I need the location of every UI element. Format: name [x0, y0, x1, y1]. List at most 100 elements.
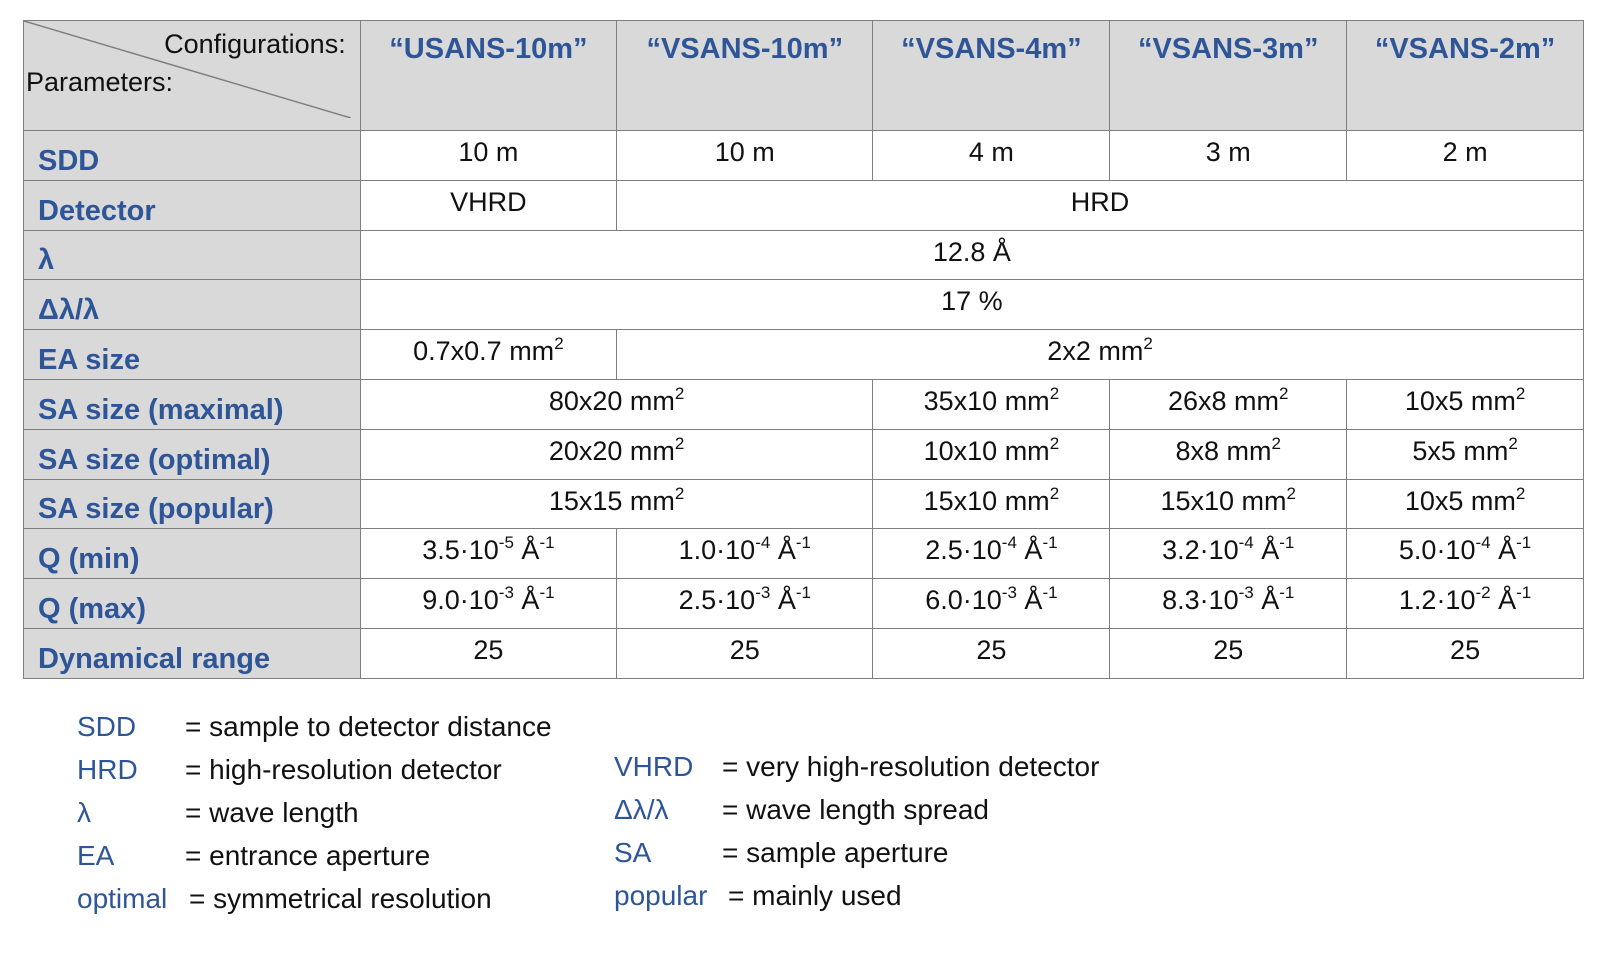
legend-term: SA — [614, 837, 652, 868]
header-row: Configurations: Parameters: “USANS-10m” … — [23, 20, 1584, 131]
row-sa-maximal: SA size (maximal) 80x20 mm2 35x10 mm2 26… — [23, 378, 1584, 430]
legend-term: HRD — [77, 754, 138, 785]
legend-definition: = sample aperture — [722, 837, 949, 868]
row-dynamical-range: Dynamical range 25 25 25 25 25 — [23, 627, 1584, 679]
exponent: -3 — [755, 583, 771, 603]
unit-exponent: -1 — [1516, 583, 1532, 603]
legend-term: Δλ/λ — [614, 794, 669, 825]
area-exponent: 2 — [1279, 383, 1289, 403]
mantissa: 1.2·10 — [1398, 585, 1476, 616]
cell-qmin-vsans-2m: 5.0·10-4 Å-1 — [1346, 528, 1584, 580]
row-q-max: Q (max) 9.0·10-3 Å-1 2.5·10-3 Å-1 6.0·10… — [23, 578, 1584, 629]
cell-sa-max-3m: 26x8 mm2 — [1109, 378, 1348, 430]
exponent: -2 — [1475, 583, 1491, 603]
parameters-table-container: Configurations: Parameters: “USANS-10m” … — [23, 20, 1585, 679]
area-value: 15x10 mm — [923, 485, 1050, 516]
area-exponent: 2 — [1049, 383, 1060, 403]
legend-term: optimal — [77, 883, 168, 914]
configurations-label: Configurations: — [164, 29, 346, 59]
legend-definition: = high-resolution detector — [185, 754, 502, 785]
unit-exponent: -1 — [795, 533, 811, 553]
exponent: -4 — [1475, 533, 1491, 553]
unit: Å — [513, 585, 540, 616]
unit: Å — [1490, 535, 1517, 566]
cell-qmax-vsans-4m: 6.0·10-3 Å-1 — [872, 578, 1111, 629]
area-value: 2x2 mm — [1047, 336, 1144, 367]
area-exponent: 2 — [1286, 483, 1296, 503]
unit: Å — [1016, 585, 1043, 616]
cell-qmax-vsans-10m: 2.5·10-3 Å-1 — [616, 578, 874, 629]
config-header-vsans-10m: “VSANS-10m” — [616, 20, 874, 131]
area-value: 35x10 mm — [923, 385, 1050, 416]
unit-exponent: -1 — [539, 583, 555, 603]
cell-sa-pop-4m: 15x10 mm2 — [872, 478, 1111, 530]
legend-definition: = very high-resolution detector — [722, 751, 1100, 782]
legend-definition: = entrance aperture — [185, 840, 431, 871]
area-exponent: 2 — [1515, 483, 1526, 503]
row-label-dlambda: Δλ/λ — [23, 279, 361, 331]
unit: Å — [513, 535, 540, 566]
area-value: 8x8 mm — [1175, 435, 1272, 466]
area-value: 5x5 mm — [1412, 435, 1509, 466]
cell-ea-size-vsans: 2x2 mm2 — [616, 329, 1584, 380]
unit-exponent: -1 — [795, 583, 811, 603]
row-dlambda: Δλ/λ 17 % — [23, 279, 1585, 331]
config-header-usans-10m: “USANS-10m” — [359, 20, 618, 131]
area-value: 26x8 mm — [1167, 385, 1280, 416]
area-exponent: 2 — [554, 334, 564, 354]
cell-sa-pop-3m: 15x10 mm2 — [1109, 478, 1348, 530]
cell-sa-opt-4m: 10x10 mm2 — [872, 428, 1111, 480]
row-label-dynamical-range: Dynamical range — [23, 627, 361, 679]
unit: Å — [1253, 535, 1280, 566]
exponent: -4 — [1238, 533, 1254, 553]
row-ea-size: EA size 0.7x0.7 mm2 2x2 mm2 — [23, 329, 1584, 380]
diagonal-divider — [24, 21, 351, 118]
cell-sa-pop-10m: 15x15 mm2 — [359, 478, 874, 530]
row-sdd: SDD 10 m 10 m 4 m 3 m 2 m — [23, 130, 1584, 181]
unit-exponent: -1 — [1279, 533, 1295, 553]
area-value: 80x20 mm — [548, 385, 675, 416]
area-value: 15x15 mm — [548, 485, 675, 516]
exponent: -3 — [1001, 583, 1017, 603]
corner-header-cell: Configurations: Parameters: — [23, 20, 361, 131]
mantissa: 2.5·10 — [925, 535, 1002, 566]
cell-qmax-vsans-3m: 8.3·10-3 Å-1 — [1109, 578, 1348, 629]
mantissa: 3.2·10 — [1162, 535, 1239, 566]
row-sa-optimal: SA size (optimal) 20x20 mm2 10x10 mm2 8x… — [23, 428, 1584, 480]
legend-left: SDD = sample to detector distance HRD = … — [77, 711, 597, 931]
row-detector: Detector VHRD HRD — [23, 179, 1584, 231]
row-q-min: Q (min) 3.5·10-5 Å-1 1.0·10-4 Å-1 2.5·10… — [23, 528, 1584, 580]
area-value: 15x10 mm — [1160, 485, 1287, 516]
cell-sa-opt-10m: 20x20 mm2 — [359, 428, 874, 480]
cell-dyn-vsans-3m: 25 — [1109, 627, 1348, 679]
legend-definition: = wave length spread — [722, 794, 989, 825]
area-exponent: 2 — [1049, 483, 1060, 503]
area-value: 10x10 mm — [923, 435, 1050, 466]
mantissa: 5.0·10 — [1398, 535, 1476, 566]
legend-definition: = sample to detector distance — [185, 711, 552, 742]
area-exponent: 2 — [1049, 433, 1060, 453]
cell-dlambda-all: 17 % — [359, 279, 1585, 331]
cell-qmax-usans-10m: 9.0·10-3 Å-1 — [359, 578, 618, 629]
cell-sa-opt-2m: 5x5 mm2 — [1346, 428, 1584, 480]
row-label-sa-optimal: SA size (optimal) — [23, 428, 361, 480]
row-sa-popular: SA size (popular) 15x15 mm2 15x10 mm2 15… — [23, 478, 1584, 530]
area-value: 20x20 mm — [548, 435, 675, 466]
parameters-label: Parameters: — [26, 67, 174, 97]
cell-sdd-vsans-4m: 4 m — [872, 130, 1111, 181]
unit-exponent: -1 — [1516, 533, 1532, 553]
mantissa: 6.0·10 — [925, 585, 1002, 616]
config-header-vsans-2m: “VSANS-2m” — [1346, 20, 1584, 131]
cell-detector-usans: VHRD — [359, 179, 618, 231]
legend-term: VHRD — [614, 751, 694, 782]
cell-sdd-vsans-3m: 3 m — [1109, 130, 1348, 181]
area-value: 10x5 mm — [1404, 485, 1516, 516]
unit-exponent: -1 — [1042, 583, 1058, 603]
unit: Å — [1490, 585, 1517, 616]
legend-definition: = symmetrical resolution — [189, 883, 492, 914]
cell-detector-vsans: HRD — [616, 179, 1584, 231]
cell-sa-max-4m: 35x10 mm2 — [872, 378, 1111, 430]
area-exponent: 2 — [674, 433, 685, 453]
area-exponent: 2 — [1508, 433, 1518, 453]
cell-qmin-vsans-4m: 2.5·10-4 Å-1 — [872, 528, 1111, 580]
